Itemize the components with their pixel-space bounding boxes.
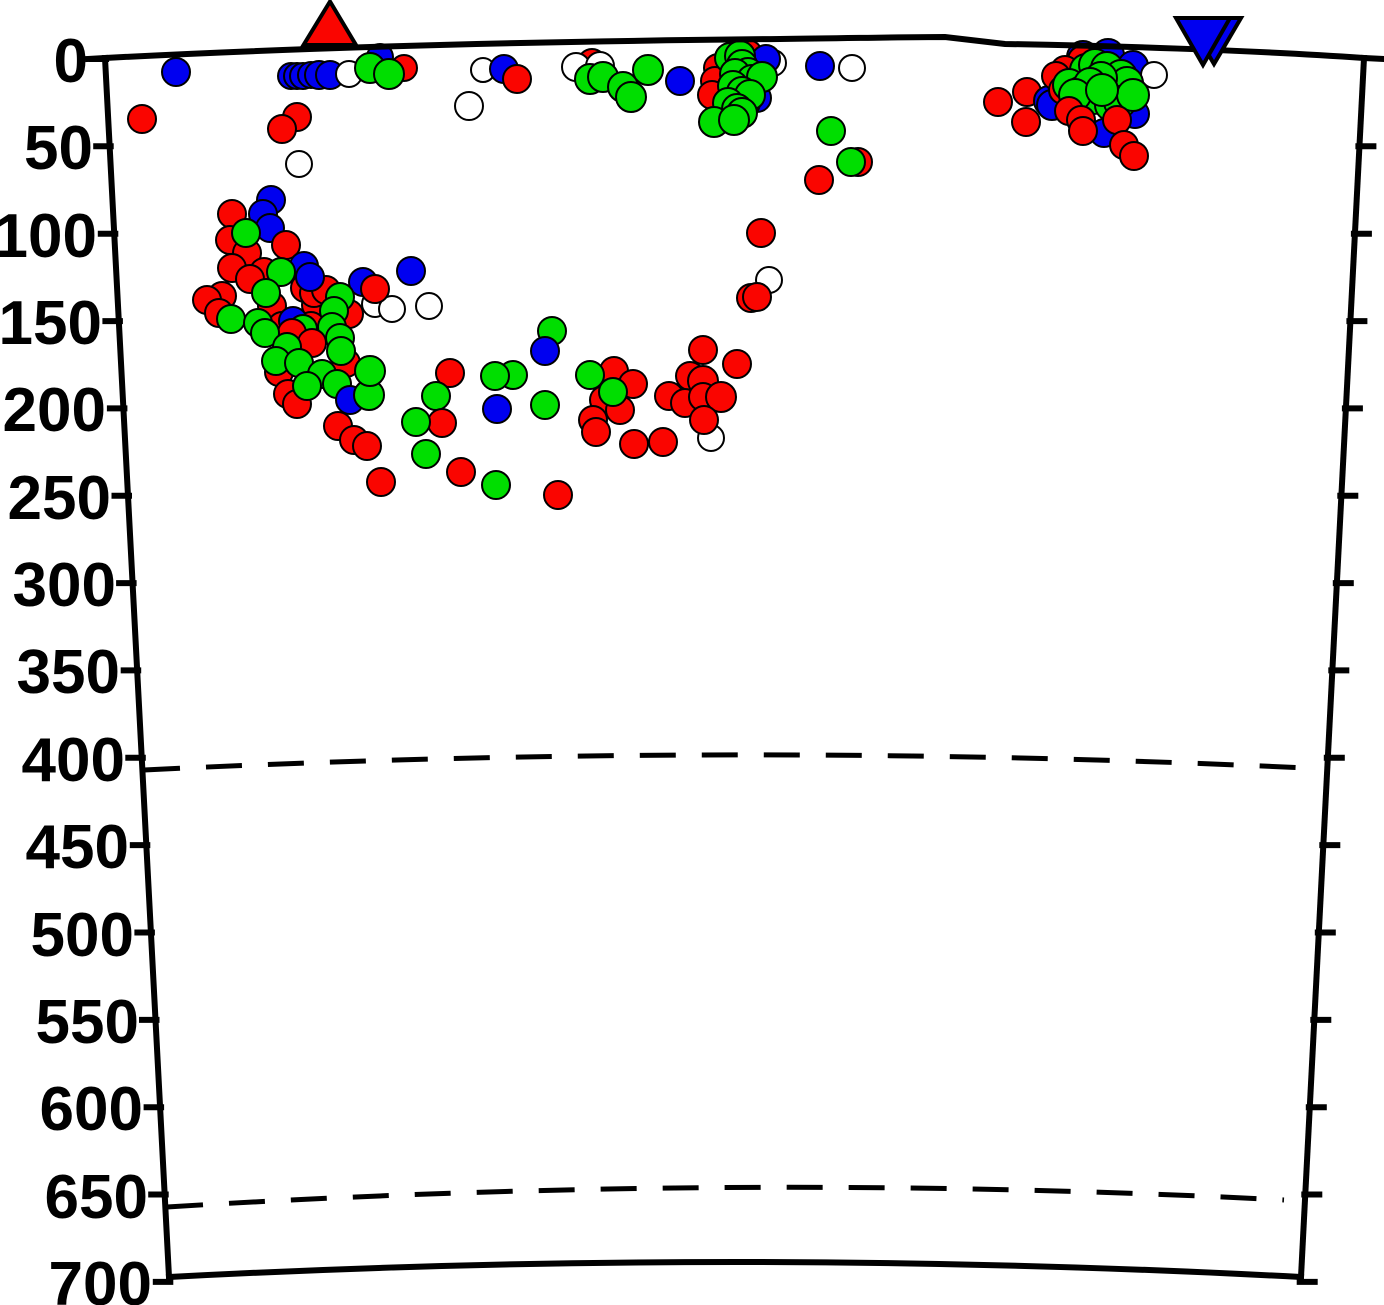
svg-text:350: 350 — [17, 638, 120, 707]
svg-text:650: 650 — [45, 1163, 148, 1232]
svg-text:150: 150 — [0, 289, 102, 358]
svg-text:400: 400 — [22, 726, 125, 795]
svg-text:550: 550 — [36, 988, 139, 1057]
svg-text:450: 450 — [26, 813, 129, 882]
svg-text:100: 100 — [0, 202, 97, 271]
svg-text:200: 200 — [3, 376, 106, 445]
svg-text:250: 250 — [8, 464, 111, 533]
svg-text:50: 50 — [24, 114, 93, 183]
svg-text:300: 300 — [13, 551, 116, 620]
svg-text:0: 0 — [54, 27, 88, 96]
svg-text:600: 600 — [40, 1075, 143, 1144]
svg-text:700: 700 — [49, 1250, 152, 1305]
svg-text:500: 500 — [31, 901, 134, 970]
